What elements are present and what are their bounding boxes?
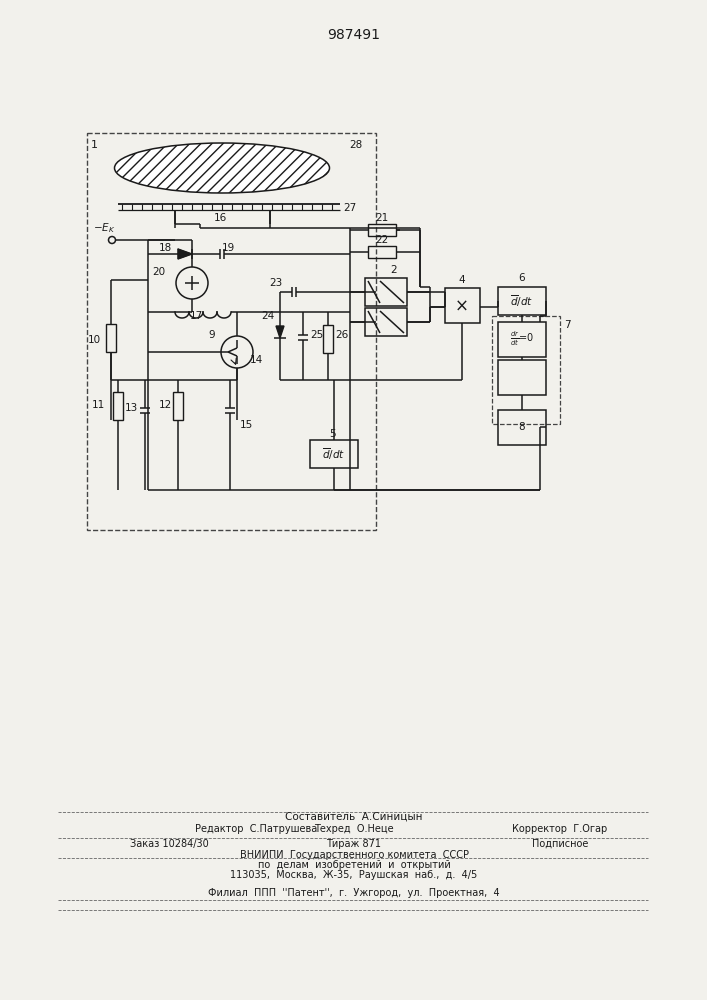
Bar bbox=[365, 278, 407, 306]
Polygon shape bbox=[276, 326, 284, 338]
Text: 6: 6 bbox=[519, 273, 525, 283]
Text: $\overline{d}$/$dt$: $\overline{d}$/$dt$ bbox=[322, 446, 346, 462]
Text: Составитель  А.Синицын: Составитель А.Синицын bbox=[285, 812, 423, 822]
Bar bbox=[498, 360, 546, 395]
Bar bbox=[368, 224, 396, 236]
Text: 18: 18 bbox=[159, 243, 172, 253]
Text: Филиал  ППП  ''Патент'',  г.  Ужгород,  ул.  Проектная,  4: Филиал ППП ''Патент'', г. Ужгород, ул. П… bbox=[208, 888, 500, 898]
Text: 15: 15 bbox=[240, 420, 253, 430]
Text: 21: 21 bbox=[375, 213, 389, 223]
Bar bbox=[106, 324, 116, 352]
Text: 987491: 987491 bbox=[327, 28, 380, 42]
Bar bbox=[492, 316, 560, 424]
Text: 1: 1 bbox=[91, 140, 98, 150]
Text: $\frac{dr}{dt}$=0: $\frac{dr}{dt}$=0 bbox=[510, 330, 534, 348]
Text: 8: 8 bbox=[519, 422, 525, 432]
Text: 7: 7 bbox=[564, 320, 571, 330]
Text: 10: 10 bbox=[88, 335, 101, 345]
Text: 5: 5 bbox=[329, 429, 335, 439]
Text: 9: 9 bbox=[209, 330, 215, 340]
Text: 24: 24 bbox=[261, 311, 274, 321]
Bar bbox=[323, 325, 333, 353]
Text: Подписное: Подписное bbox=[532, 839, 588, 849]
Bar bbox=[365, 308, 407, 336]
Text: 25: 25 bbox=[310, 330, 323, 340]
Bar bbox=[498, 287, 546, 315]
Polygon shape bbox=[178, 249, 192, 259]
Text: 28: 28 bbox=[349, 140, 362, 150]
Text: 16: 16 bbox=[214, 213, 227, 223]
Text: 12: 12 bbox=[159, 400, 172, 410]
Bar bbox=[87, 133, 376, 530]
Text: 27: 27 bbox=[343, 203, 356, 213]
Bar bbox=[498, 410, 546, 445]
Bar bbox=[113, 392, 123, 420]
Text: ×: × bbox=[455, 298, 469, 316]
Text: 14: 14 bbox=[250, 355, 263, 365]
Text: 22: 22 bbox=[375, 235, 389, 245]
Text: $-E_K$: $-E_K$ bbox=[93, 221, 115, 235]
Text: Тираж 871: Тираж 871 bbox=[327, 839, 382, 849]
Text: 113035,  Москва,  Ж-35,  Раушская  наб.,  д.  4/5: 113035, Москва, Ж-35, Раушская наб., д. … bbox=[230, 870, 478, 880]
Text: Техред  О.Неце: Техред О.Неце bbox=[314, 824, 394, 834]
Text: Заказ 10284/30: Заказ 10284/30 bbox=[130, 839, 209, 849]
Ellipse shape bbox=[115, 143, 329, 193]
Text: Корректор  Г.Огар: Корректор Г.Огар bbox=[513, 824, 607, 834]
Bar bbox=[310, 440, 358, 468]
Bar bbox=[445, 288, 480, 323]
Text: $\overline{d}$/$dt$: $\overline{d}$/$dt$ bbox=[510, 293, 534, 309]
Text: 26: 26 bbox=[335, 330, 349, 340]
Text: 23: 23 bbox=[269, 278, 282, 288]
Bar bbox=[498, 322, 546, 357]
Text: 19: 19 bbox=[222, 243, 235, 253]
Text: 4: 4 bbox=[459, 275, 465, 285]
Text: по  делам  изобретений  и  открытий: по делам изобретений и открытий bbox=[257, 860, 450, 870]
Text: ВНИИПИ  Государственного комитета  СССР: ВНИИПИ Государственного комитета СССР bbox=[240, 850, 469, 860]
Text: 17: 17 bbox=[190, 311, 203, 321]
Text: 11: 11 bbox=[92, 400, 105, 410]
Text: Редактор  С.Патрушева: Редактор С.Патрушева bbox=[195, 824, 317, 834]
Bar bbox=[173, 392, 183, 420]
Text: 20: 20 bbox=[152, 267, 165, 277]
Bar bbox=[368, 246, 396, 258]
Text: 2: 2 bbox=[390, 265, 397, 275]
Text: 13: 13 bbox=[124, 403, 138, 413]
